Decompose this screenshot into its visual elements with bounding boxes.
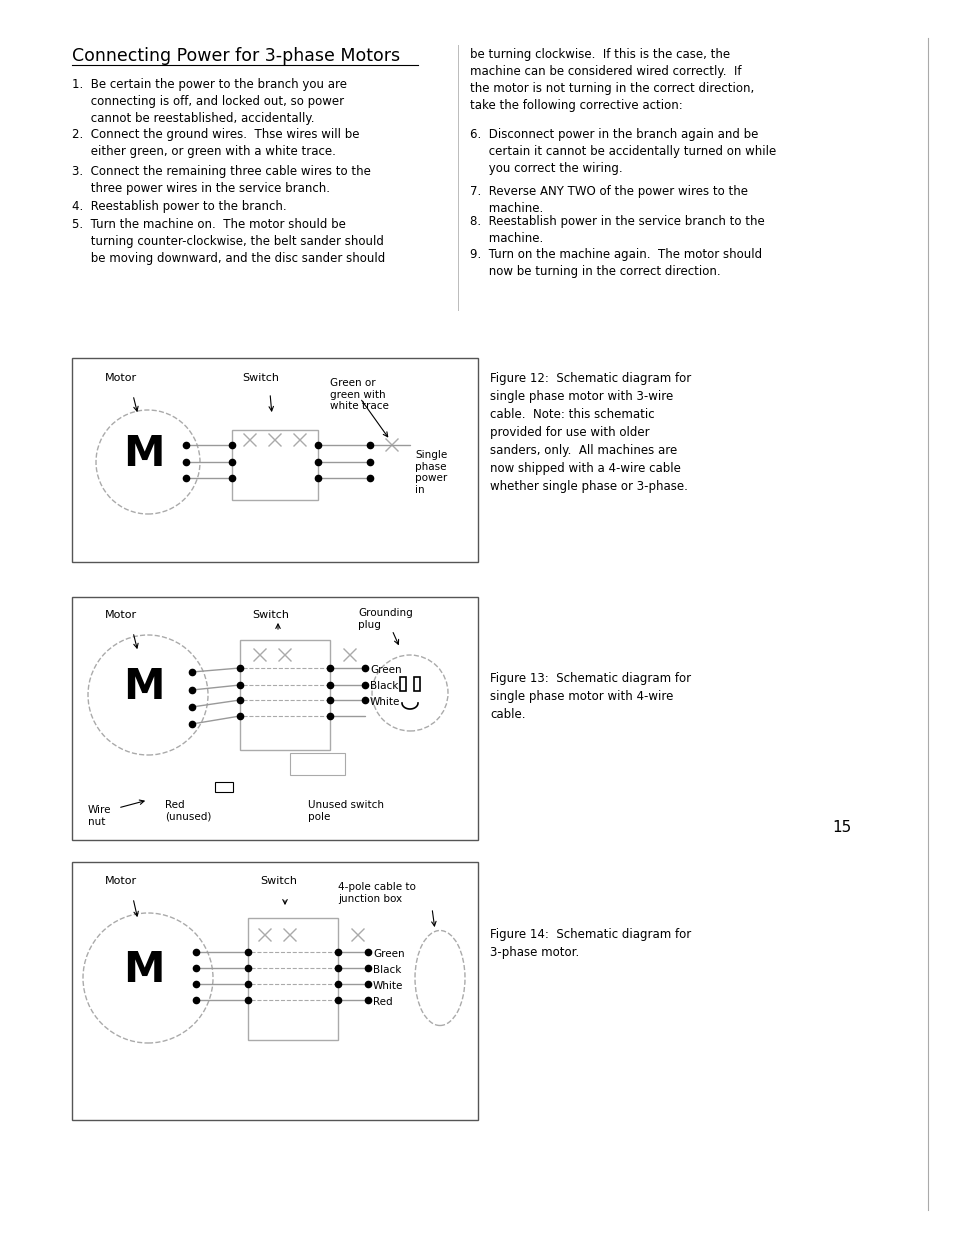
Text: Motor: Motor [105,373,137,383]
Text: 9.  Turn on the machine again.  The motor should
     now be turning in the corr: 9. Turn on the machine again. The motor … [470,248,761,278]
Text: Black: Black [370,680,398,692]
Text: Figure 12:  Schematic diagram for
single phase motor with 3-wire
cable.  Note: t: Figure 12: Schematic diagram for single … [490,372,691,493]
Bar [399,677,406,692]
Text: M: M [123,666,165,708]
Text: Black: Black [373,965,401,974]
Text: Switch: Switch [260,876,296,885]
Bar [71,862,477,1120]
Bar [232,430,317,500]
Text: 15: 15 [831,820,850,835]
Text: Figure 14:  Schematic diagram for
3-phase motor.: Figure 14: Schematic diagram for 3-phase… [490,927,691,960]
Text: 7.  Reverse ANY TWO of the power wires to the
     machine.: 7. Reverse ANY TWO of the power wires to… [470,185,747,215]
Bar [290,753,345,776]
Text: 2.  Connect the ground wires.  Thse wires will be
     either green, or green wi: 2. Connect the ground wires. Thse wires … [71,128,359,158]
Text: White: White [373,981,403,990]
Text: Motor: Motor [105,610,137,620]
Text: 1.  Be certain the power to the branch you are
     connecting is off, and locke: 1. Be certain the power to the branch yo… [71,78,347,125]
Text: Figure 13:  Schematic diagram for
single phase motor with 4-wire
cable.: Figure 13: Schematic diagram for single … [490,672,690,721]
Bar [71,358,477,562]
Text: Single
phase
power
in: Single phase power in [415,450,447,495]
Bar [414,677,419,692]
Text: 4.  Reestablish power to the branch.: 4. Reestablish power to the branch. [71,200,286,212]
Text: Grounding
plug: Grounding plug [357,608,413,630]
Bar [214,782,233,792]
Text: 6.  Disconnect power in the branch again and be
     certain it cannot be accide: 6. Disconnect power in the branch again … [470,128,776,175]
Text: Red: Red [373,997,393,1007]
Text: Motor: Motor [105,876,137,885]
Text: 8.  Reestablish power in the service branch to the
     machine.: 8. Reestablish power in the service bran… [470,215,764,245]
Text: be turning clockwise.  If this is the case, the
machine can be considered wired : be turning clockwise. If this is the cas… [470,48,754,112]
Text: Unused switch
pole: Unused switch pole [308,800,384,821]
Text: Green or
green with
white trace: Green or green with white trace [330,378,389,411]
Text: 4-pole cable to
junction box: 4-pole cable to junction box [337,882,416,904]
Bar [240,640,330,750]
Text: Green: Green [370,664,401,676]
Bar [248,918,337,1040]
Text: Connecting Power for 3-phase Motors: Connecting Power for 3-phase Motors [71,47,399,65]
Text: Switch: Switch [252,610,289,620]
Bar [71,597,477,840]
Text: 3.  Connect the remaining three cable wires to the
     three power wires in the: 3. Connect the remaining three cable wir… [71,165,371,195]
Text: M: M [123,433,165,475]
Text: Wire
nut: Wire nut [88,805,112,826]
Text: White: White [370,697,400,706]
Text: 5.  Turn the machine on.  The motor should be
     turning counter-clockwise, th: 5. Turn the machine on. The motor should… [71,219,385,266]
Text: Green: Green [373,948,404,960]
Text: M: M [123,948,165,990]
Text: Switch: Switch [242,373,278,383]
Text: Red
(unused): Red (unused) [165,800,212,821]
